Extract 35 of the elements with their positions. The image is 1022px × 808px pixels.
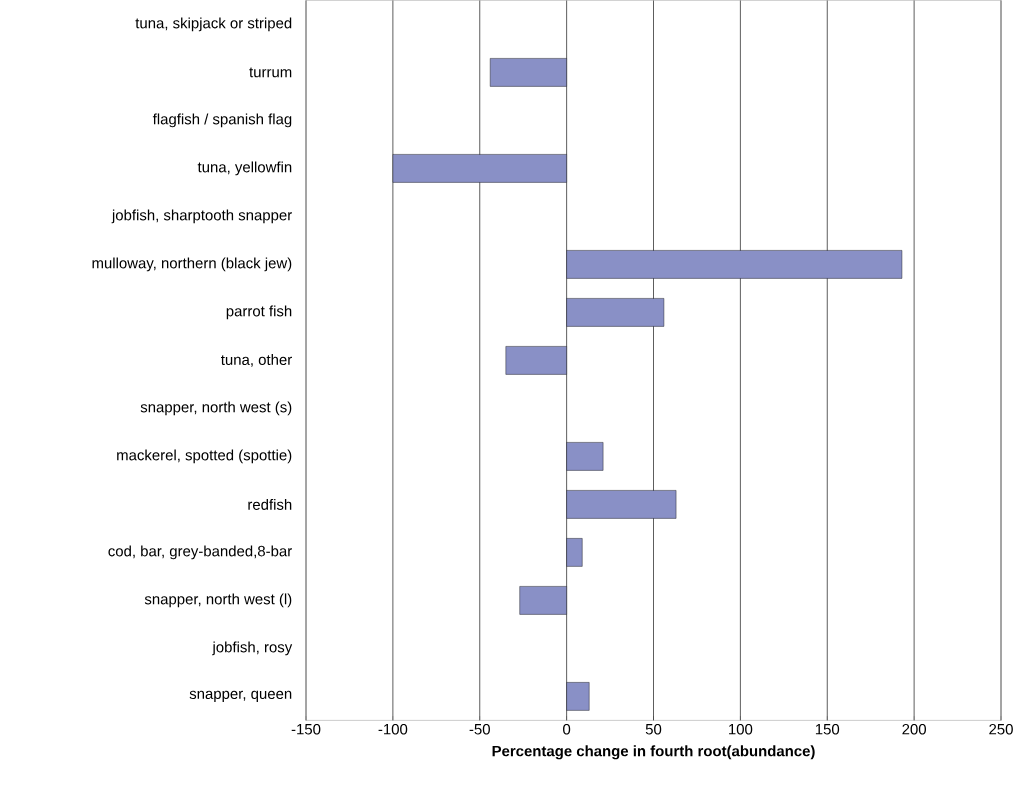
y-tick-label: mackerel, spotted (spottie): [117, 449, 292, 464]
x-tick-label: 150: [815, 723, 840, 735]
y-tick-label: snapper, queen: [189, 690, 292, 702]
bar: [505, 346, 567, 375]
y-tick-label: mulloway, northern (black jew): [92, 257, 292, 272]
x-tick-label: 0: [563, 723, 571, 735]
y-tick-label: jobfish, rosy: [212, 641, 293, 656]
x-tick-label: -100: [378, 723, 408, 735]
bar: [566, 442, 604, 471]
bar: [566, 250, 903, 279]
x-tick-label: 50: [645, 723, 662, 735]
y-tick-label: tuna, other: [221, 353, 292, 367]
y-tick-label: flagfish / spanish flag: [152, 113, 292, 128]
bar: [566, 298, 665, 327]
y-tick-label: turrum: [249, 67, 292, 78]
y-tick-label: jobfish, sharptooth snapper: [111, 209, 292, 224]
bar: [519, 586, 567, 615]
y-tick-label: tuna, skipjack or striped: [135, 17, 292, 32]
y-tick-label: redfish: [248, 498, 292, 510]
y-tick-label: snapper, north west (s): [140, 401, 292, 416]
bar: [566, 682, 590, 711]
x-tick-label: 200: [902, 723, 926, 735]
bar: [392, 154, 567, 183]
y-tick-label: tuna, yellowfin: [197, 161, 292, 176]
x-tick-label: 250: [989, 723, 1013, 735]
y-tick-label: cod, bar, grey-banded,8-bar: [108, 545, 292, 560]
y-tick-label: parrot fish: [226, 305, 292, 320]
bar: [489, 58, 567, 87]
x-tick-label: -150: [291, 723, 321, 735]
bar: [566, 490, 677, 519]
bar: [566, 538, 583, 567]
x-axis-title: Percentage change in fourth root(abundance): [492, 745, 815, 760]
y-tick-label: snapper, north west (l): [144, 593, 292, 608]
x-tick-label: 100: [729, 723, 753, 735]
x-tick-label: -50: [469, 723, 490, 735]
